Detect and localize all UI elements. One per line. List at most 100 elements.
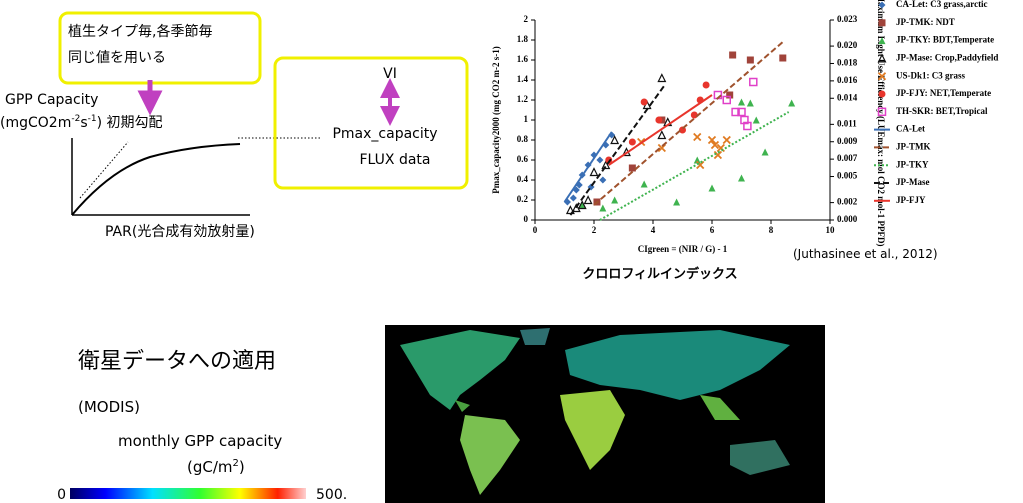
- point: [583, 195, 593, 205]
- legend-label: JP-Mase: Crop,Paddyfield: [896, 52, 998, 62]
- unit: (gC/m2): [187, 458, 245, 476]
- unit-part: ): [239, 458, 245, 476]
- point: [611, 196, 619, 204]
- point: [571, 203, 581, 213]
- point: [605, 156, 613, 164]
- legend-label: JP-Mase: [896, 177, 930, 187]
- y2-tick-label: 0.014: [837, 92, 858, 102]
- legend-swatch: [878, 90, 886, 98]
- point: [640, 180, 648, 188]
- colorbar: [70, 488, 306, 499]
- gpp-label: GPP Capacity: [5, 92, 98, 108]
- point: [599, 204, 607, 212]
- legend-label: JP-TMK: [896, 141, 931, 151]
- point: [749, 77, 758, 87]
- x-tick-label: 10: [826, 225, 836, 235]
- australia: [730, 440, 790, 475]
- legend-swatch: [878, 19, 886, 27]
- note-box: [58, 11, 262, 85]
- unit-part: s: [80, 115, 87, 131]
- point: [610, 135, 620, 145]
- point: [722, 95, 731, 105]
- point: [628, 164, 636, 172]
- y-tick-label: 1.6: [517, 54, 529, 64]
- note-line: 同じ値を用いる: [68, 50, 166, 66]
- point: [655, 116, 663, 124]
- legend-label: JP-TKY: BDT,Temperate: [896, 35, 994, 45]
- box-line: FLUX data: [360, 152, 431, 168]
- point: [746, 99, 754, 107]
- point: [737, 107, 746, 117]
- point: [710, 140, 720, 150]
- point: [738, 98, 745, 106]
- index-caption: クロロフィルインデックス: [582, 266, 737, 282]
- x-tick-label: 0: [533, 225, 538, 235]
- y2-tick-label: 0.002: [837, 197, 858, 207]
- legend-swatch: [877, 53, 887, 63]
- legend-label: TH-SKR: BET,Tropical: [896, 106, 988, 116]
- legend-label: JP-FJY: [896, 195, 926, 205]
- y-tick-label: 0: [524, 214, 529, 224]
- point: [569, 194, 577, 202]
- legend-label: JP-TMK: NDT: [896, 17, 955, 27]
- y-axis-label: Pmax_capacity2000 (mg CO2 m-2 s-1): [491, 46, 501, 193]
- y2-tick-label: 0.020: [837, 40, 858, 50]
- point: [589, 167, 599, 177]
- unit-part: -2: [71, 114, 80, 124]
- southeast-asia: [700, 395, 740, 420]
- legend-label: JP-FJY: NET,Temperate: [896, 88, 991, 98]
- point: [707, 135, 717, 145]
- point: [702, 81, 710, 89]
- colorbar-label: 500.: [316, 487, 347, 503]
- point: [596, 156, 604, 164]
- africa: [560, 390, 625, 470]
- y-tick-label: 0.4: [517, 174, 529, 184]
- x-axis-label: CIgreen = (NIR / G) - 1: [638, 244, 728, 254]
- point: [752, 116, 760, 124]
- point: [599, 176, 607, 184]
- fit-line: [563, 131, 613, 203]
- legend-label: JP-TKY: [896, 159, 929, 169]
- greenland: [520, 328, 550, 345]
- unit-part: 2: [233, 458, 239, 469]
- unit-part: (mgCO2m: [0, 115, 71, 131]
- scatter-chart: 0 2 4 6 8 10 0 0.2 0.4 0.6 0.8 1 1.2 1.4 1.6 1.8 2 0.000 0…: [491, 0, 998, 254]
- south-america: [460, 415, 520, 495]
- fit-line: [599, 111, 790, 221]
- y-tick-label: 1: [524, 114, 529, 124]
- x-tick-label: 8: [769, 225, 774, 235]
- point: [628, 138, 636, 146]
- citation: (Juthasinee et al., 2012): [793, 247, 938, 261]
- y-tick-label: 0.8: [517, 134, 529, 144]
- note-line: 植生タイプ毎,各季節毎: [68, 23, 212, 40]
- point: [722, 135, 731, 145]
- central-america: [455, 400, 470, 412]
- legend-swatch: [878, 37, 886, 45]
- y-tick-label: 1.8: [517, 34, 529, 44]
- point: [731, 107, 740, 117]
- y2-tick-label: 0.023: [837, 14, 858, 24]
- source: (MODIS): [78, 398, 140, 416]
- quantity: monthly GPP capacity: [118, 432, 282, 450]
- point: [708, 184, 716, 192]
- box-line: VI: [383, 66, 397, 82]
- point: [693, 156, 701, 164]
- box-line: Pmax_capacity: [332, 126, 437, 142]
- legend-swatch: [877, 107, 887, 117]
- par-label: PAR(光合成有効放射量): [105, 224, 255, 240]
- point: [743, 121, 752, 131]
- x-tick-label: 4: [651, 225, 656, 235]
- point: [713, 150, 723, 160]
- satellite-title: 衛星データへの適用: [78, 349, 276, 374]
- north-america: [400, 330, 520, 410]
- y-tick-label: 1.2: [517, 94, 529, 104]
- colorbar-label: 0: [57, 487, 66, 503]
- y-tick-label: 2: [524, 14, 529, 24]
- point: [640, 98, 648, 106]
- point: [578, 201, 586, 209]
- eurasia: [565, 330, 790, 400]
- vi-box: [273, 56, 469, 190]
- y-tick-label: 1.4: [517, 74, 529, 84]
- point: [657, 73, 667, 83]
- y2-tick-label: 0.011: [837, 118, 857, 128]
